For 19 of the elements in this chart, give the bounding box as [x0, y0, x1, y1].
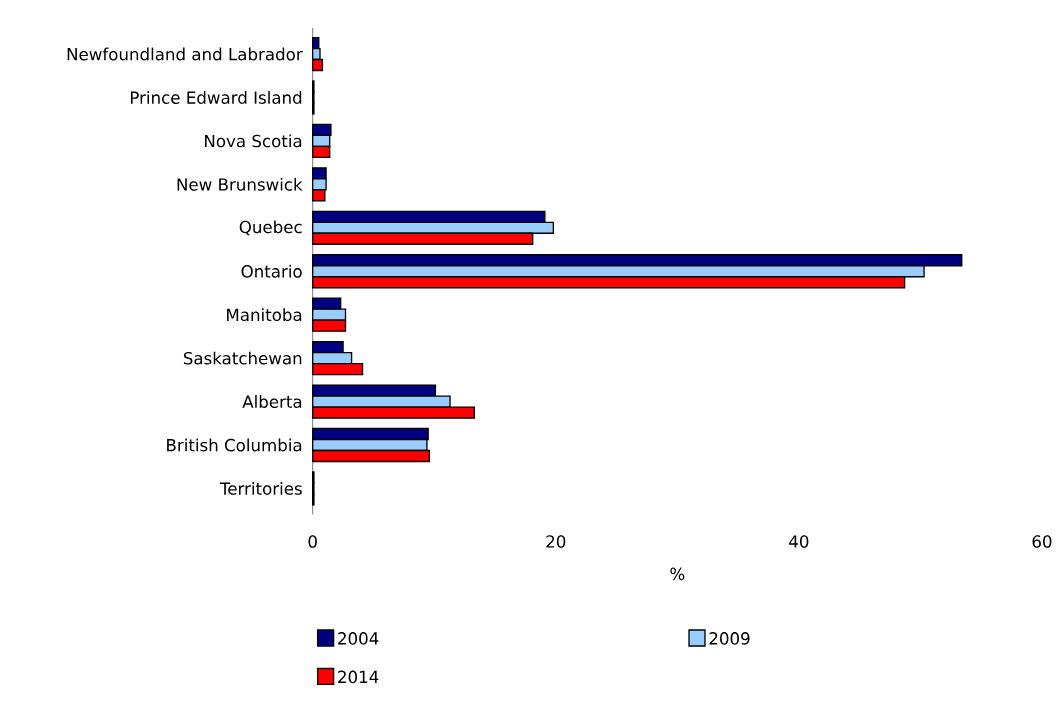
x-tick-label: 0: [308, 535, 317, 548]
x-axis-title: %: [670, 567, 685, 581]
x-tick-label: 20: [546, 535, 566, 548]
y-tick-label: Territories: [219, 481, 302, 495]
y-tick-label: Quebec: [239, 220, 302, 236]
x-tick-label: 40: [789, 535, 809, 548]
y-tick-label: New Brunswick: [177, 177, 303, 191]
y-tick-label: Saskatchewan: [183, 351, 302, 365]
y-tick-label: Nova Scotia: [205, 134, 302, 148]
y-tick-label: Newfoundland and Labrador: [67, 47, 303, 61]
x-tick-label: 60: [1032, 535, 1052, 548]
y-tick-label: Alberta: [242, 394, 302, 408]
y-tick-label: Ontario: [241, 264, 302, 278]
y-tick-label: Manitoba: [227, 308, 302, 321]
legend-label: 2014: [338, 670, 379, 684]
y-tick-label: Prince Edward Island: [130, 90, 302, 104]
legend-label: 2009: [709, 631, 750, 645]
y-tick-label: British Columbia: [167, 438, 302, 452]
legend-label: 2004: [338, 631, 379, 645]
